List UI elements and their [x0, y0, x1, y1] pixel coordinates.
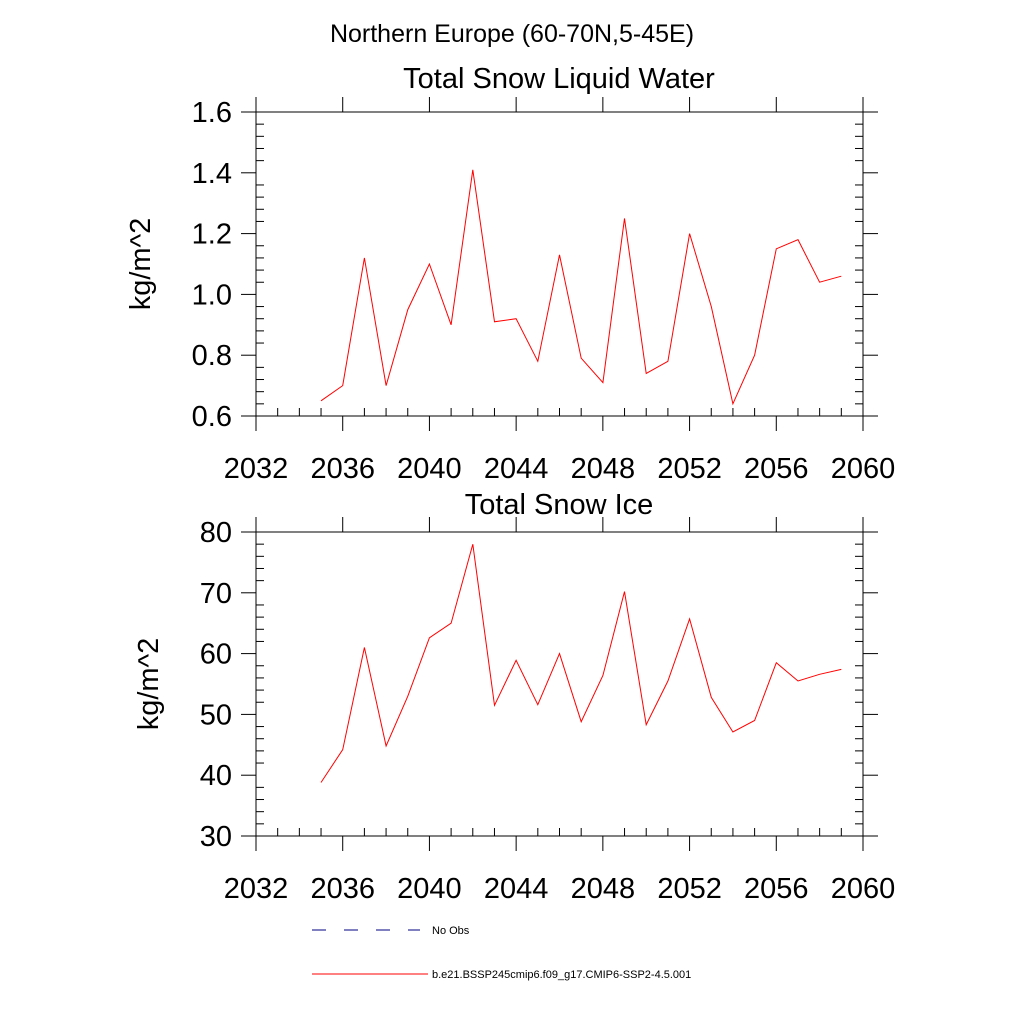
x-tick-label: 2048 — [571, 453, 636, 485]
axis-ticks — [241, 517, 878, 851]
y-tick-label: 40 — [200, 760, 232, 792]
x-tick-label: 2060 — [831, 453, 896, 485]
x-tick-label: 2032 — [224, 453, 289, 485]
legend-item-model-run: b.e21.BSSP245cmip6.f09_g17.CMIP6-SSP2-4.… — [312, 969, 691, 981]
legend-label: No Obs — [432, 925, 470, 937]
series-line — [320, 169, 842, 406]
x-tick-label: 2040 — [397, 453, 462, 485]
y-tick-label: 50 — [200, 699, 232, 731]
y-tick-label: 70 — [200, 578, 232, 610]
x-tick-label: 2060 — [831, 873, 896, 905]
tick-labels: 2032 2036 2040 2044 2048 2052 2056 2060 30 40 50 60… — [200, 517, 896, 905]
x-tick-label: 2036 — [310, 873, 375, 905]
series-line — [320, 544, 842, 783]
y-tick-label: 0.8 — [192, 340, 232, 372]
panel-snow-ice: Total Snow Ice kg/m^2 2032 2036 2040 2044 20… — [133, 489, 895, 905]
y-axis-label: kg/m^2 — [125, 218, 157, 311]
series-marks — [320, 169, 842, 406]
x-tick-label: 2036 — [310, 453, 375, 485]
x-tick-label: 2056 — [744, 453, 809, 485]
x-tick-label: 2056 — [744, 873, 809, 905]
y-tick-label: 1.0 — [192, 279, 232, 311]
y-tick-label: 60 — [200, 639, 232, 671]
plot-frame — [255, 531, 864, 837]
x-tick-label: 2040 — [397, 873, 462, 905]
x-tick-label: 2044 — [484, 873, 549, 905]
panel-title: Total Snow Liquid Water — [403, 63, 715, 95]
series-marks — [320, 544, 842, 783]
plot-frame — [255, 111, 864, 417]
figure-supertitle: Northern Europe (60-70N,5-45E) — [330, 20, 694, 48]
axis-ticks — [241, 97, 878, 431]
y-tick-label: 1.4 — [192, 158, 232, 190]
x-tick-label: 2052 — [657, 453, 722, 485]
y-tick-label: 80 — [200, 517, 232, 549]
x-tick-label: 2048 — [571, 873, 636, 905]
y-tick-label: 1.2 — [192, 219, 232, 251]
y-tick-label: 30 — [200, 821, 232, 853]
y-tick-label: 1.6 — [192, 97, 232, 129]
y-axis-label: kg/m^2 — [133, 638, 165, 731]
x-tick-label: 2032 — [224, 873, 289, 905]
tick-labels: 2032 2036 2040 2044 2048 2052 2056 2060 0.6 0.8 1.… — [192, 97, 896, 485]
y-tick-label: 0.6 — [192, 401, 232, 433]
panel-snow-liquid-water: Total Snow Liquid Water kg/m^2 2032 2036 2… — [125, 63, 895, 485]
x-tick-label: 2044 — [484, 453, 549, 485]
panel-title: Total Snow Ice — [465, 489, 654, 521]
x-tick-label: 2052 — [657, 873, 722, 905]
legend: No Obs b.e21.BSSP245cmip6.f09_g17.CMIP6-… — [312, 925, 691, 981]
legend-label: b.e21.BSSP245cmip6.f09_g17.CMIP6-SSP2-4.… — [432, 969, 691, 981]
legend-item-no-obs: No Obs — [312, 925, 470, 937]
